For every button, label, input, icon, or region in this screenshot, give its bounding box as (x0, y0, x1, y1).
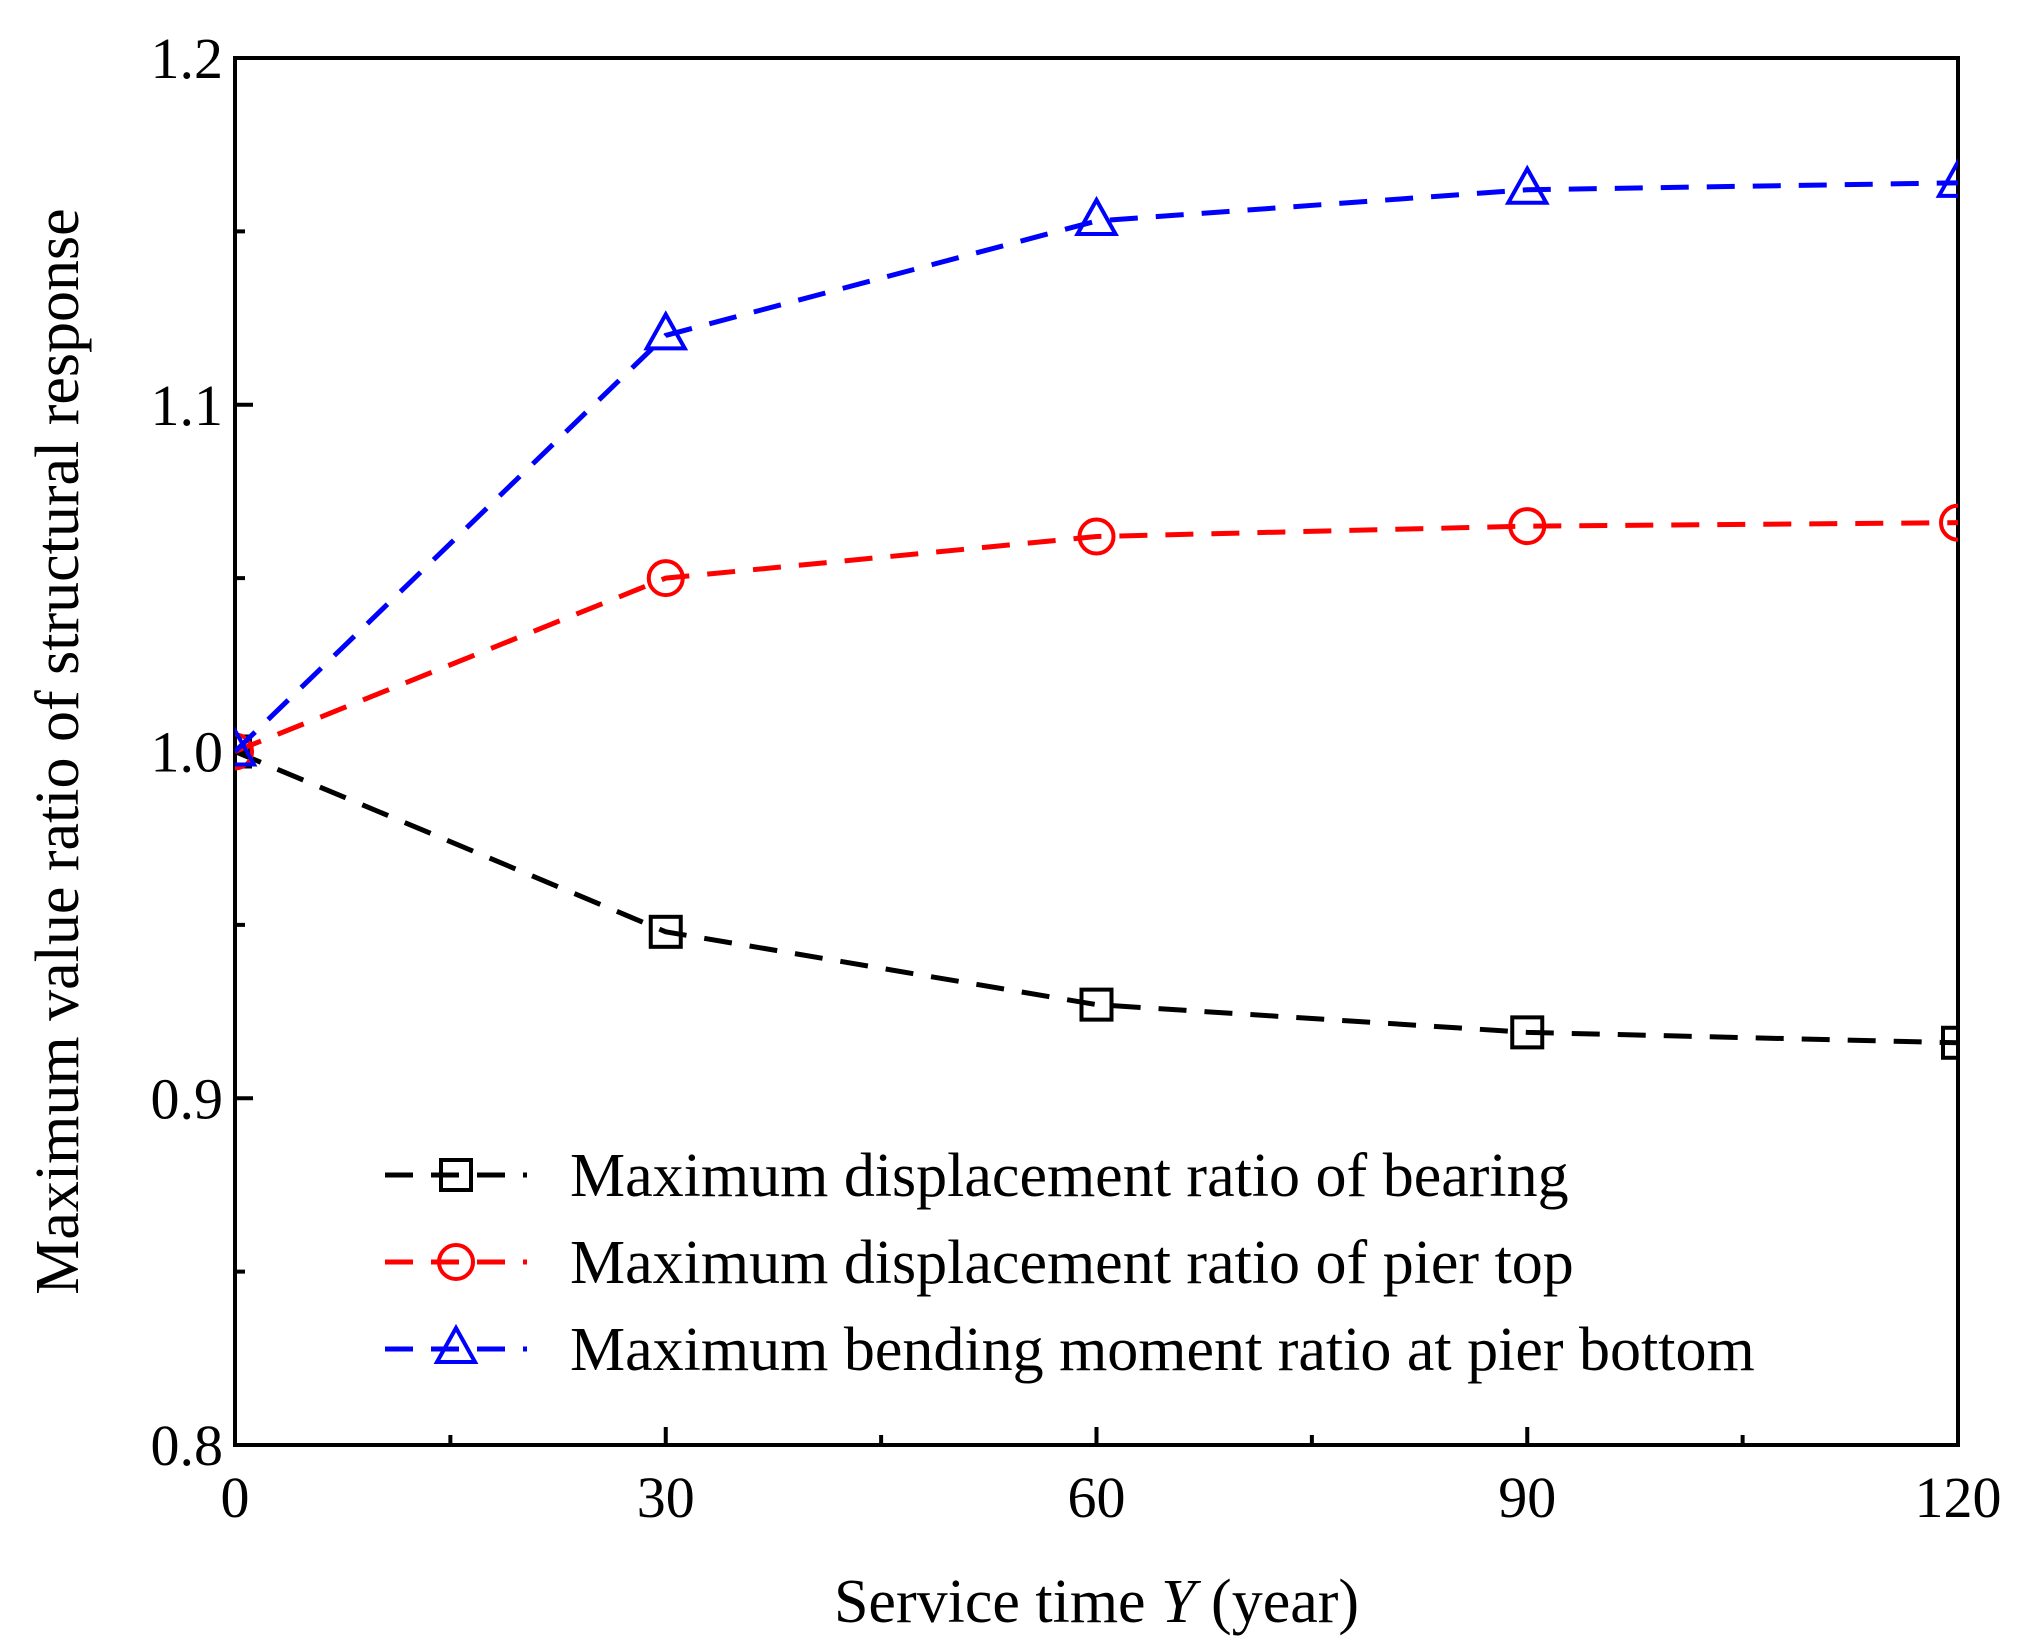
y-axis-title: Maximum value ratio of structural respon… (24, 208, 92, 1294)
x-axis: 0 30 60 90 120 (221, 1427, 2002, 1530)
legend: Maximum displacement ratio of bearing Max… (385, 1142, 1755, 1384)
series-point (1504, 164, 1550, 205)
series-triangle (235, 157, 1958, 767)
series-square (235, 734, 1958, 1060)
legend-label: Maximum bending moment ratio at pier bot… (570, 1316, 1755, 1384)
series-point (1939, 503, 1958, 542)
series-point (1074, 195, 1119, 236)
legend-marker (433, 1323, 479, 1364)
y-tick-label: 1.1 (151, 373, 224, 438)
series-layer (235, 157, 1958, 1060)
legend-label: Maximum displacement ratio of pier top (570, 1229, 1574, 1297)
legend-label: Maximum displacement ratio of bearing (570, 1142, 1569, 1210)
series-point (235, 732, 254, 771)
legend-item: Maximum bending moment ratio at pier bot… (385, 1316, 1755, 1384)
series-point (1079, 987, 1114, 1022)
series-point (235, 726, 258, 767)
series-line (235, 749, 1958, 1046)
x-axis-title-prefix: Service time (834, 1568, 1161, 1636)
series-point (1508, 507, 1547, 546)
legend-marker (437, 1243, 475, 1281)
series-point (1077, 517, 1116, 556)
y-axis: 0.8 0.9 1.0 1.1 1.2 (151, 26, 253, 1478)
x-tick-label: 90 (1498, 1465, 1556, 1530)
x-tick-label: 30 (637, 1465, 695, 1530)
series-line (235, 520, 1958, 754)
x-tick-label: 60 (1068, 1465, 1126, 1530)
x-tick-label: 0 (221, 1465, 250, 1530)
legend-marker (439, 1158, 473, 1192)
series-point (1941, 1025, 1958, 1060)
series-point (1510, 1015, 1545, 1050)
y-tick-label: 0.8 (151, 1413, 224, 1478)
y-tick-label: 1.0 (151, 720, 224, 785)
legend-item: Maximum displacement ratio of pier top (385, 1229, 1574, 1297)
series-point (1935, 157, 1958, 198)
series-circle (235, 503, 1958, 771)
legend-item: Maximum displacement ratio of bearing (385, 1142, 1569, 1210)
x-tick-label: 120 (1915, 1465, 2002, 1530)
y-tick-label: 0.9 (151, 1066, 224, 1131)
series-point (643, 310, 689, 351)
x-axis-title: Service time Y (year) (834, 1568, 1359, 1636)
series-line (235, 180, 1958, 754)
series-point (648, 914, 683, 949)
x-axis-title-variable: Y (1161, 1568, 1201, 1636)
y-tick-label: 1.2 (151, 26, 224, 91)
series-point (646, 559, 685, 598)
x-axis-title-suffix: (year) (1196, 1568, 1359, 1636)
